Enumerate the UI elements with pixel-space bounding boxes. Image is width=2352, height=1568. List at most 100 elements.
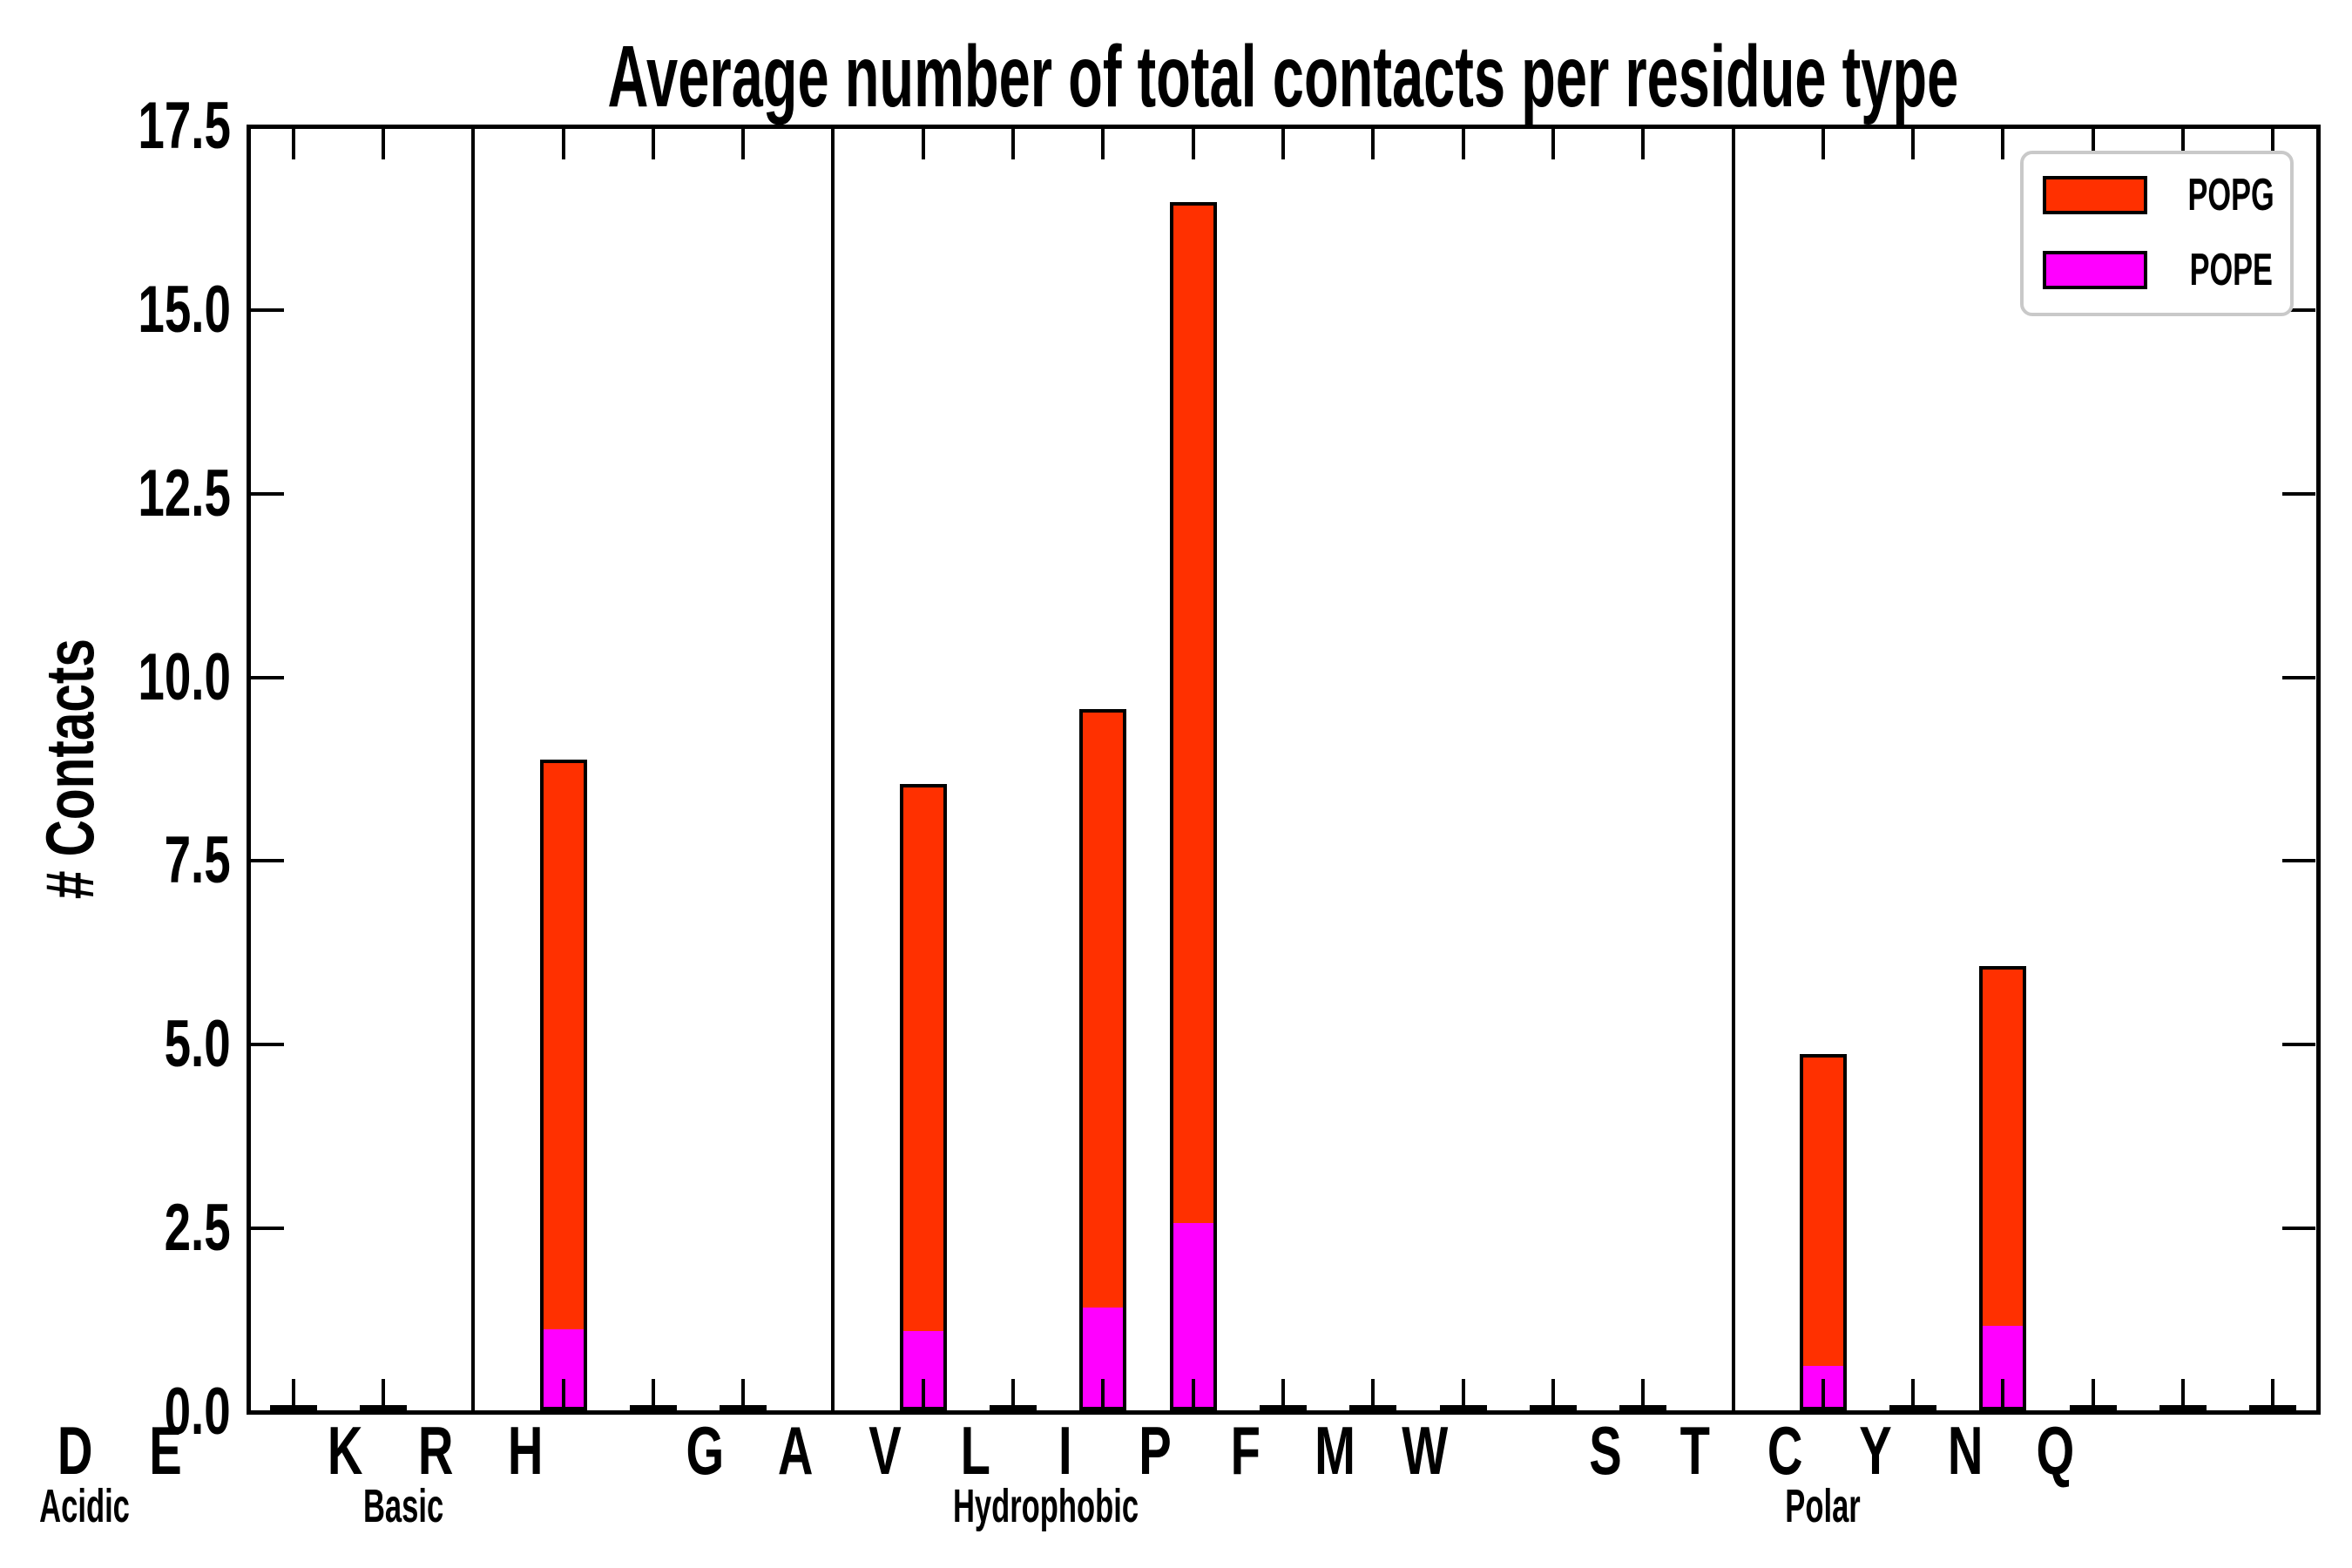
legend: POPG POPE xyxy=(2020,151,2294,316)
x-tick-top-E xyxy=(381,128,385,159)
y-axis-label-wrap: # Contacts xyxy=(9,421,131,1118)
y-tick-label-7.5-text: 7.5 xyxy=(164,823,231,898)
x-tick-top-M xyxy=(1551,128,1555,159)
y-tick-left-5.0 xyxy=(251,1043,284,1047)
x-tick-label-D: D xyxy=(0,1400,294,1502)
y-tick-label-5.0-text: 5.0 xyxy=(164,1007,231,1082)
x-tick-label-Q-text: Q xyxy=(2036,1412,2075,1489)
legend-swatch-pope xyxy=(2043,251,2147,289)
x-tick-top-Q xyxy=(2271,128,2275,159)
x-tick-top-K xyxy=(561,128,565,159)
x-tick-label-I: I xyxy=(848,1400,1283,1502)
x-tick-bottom-P xyxy=(1371,1379,1375,1410)
y-tick-right-12.5 xyxy=(2282,491,2315,496)
y-tick-label-12.5-text: 12.5 xyxy=(138,456,231,531)
group-label-basic-text: Basic xyxy=(362,1480,443,1532)
x-tick-bottom-E xyxy=(381,1379,385,1410)
y-tick-right-2.5 xyxy=(2282,1227,2315,1231)
group-separator-3 xyxy=(1731,128,1735,1410)
x-tick-label-N: N xyxy=(1747,1400,2183,1502)
y-tick-label-10.0-text: 10.0 xyxy=(138,639,231,714)
plot-frame xyxy=(247,125,2321,1415)
y-tick-label-0.0-text: 0.0 xyxy=(164,1375,231,1449)
bar-S-popg xyxy=(1799,1054,1847,1366)
bar-K-popg xyxy=(539,760,587,1329)
x-tick-label-W: W xyxy=(1207,1400,1643,1502)
x-tick-label-Y: Y xyxy=(1658,1400,2093,1502)
x-tick-label-E-text: E xyxy=(149,1412,182,1489)
x-tick-label-A-text: A xyxy=(777,1412,814,1489)
x-tick-bottom-W xyxy=(1641,1379,1646,1410)
group-separator-1 xyxy=(471,128,476,1410)
bar-G-popg xyxy=(899,784,947,1331)
y-tick-left-7.5 xyxy=(251,859,284,863)
y-tick-label-7.5: 7.5 xyxy=(0,811,231,910)
x-tick-label-M: M xyxy=(1118,1400,1553,1502)
x-tick-bottom-N xyxy=(2181,1379,2186,1410)
x-tick-label-C-text: C xyxy=(1767,1412,1803,1489)
bar-C-popg xyxy=(1979,966,2027,1326)
y-tick-label-2.5-text: 2.5 xyxy=(164,1191,231,1266)
x-tick-top-C xyxy=(2001,128,2005,159)
x-tick-top-H xyxy=(741,128,746,159)
x-tick-label-L: L xyxy=(758,1400,1193,1502)
x-tick-label-T-text: T xyxy=(1680,1412,1711,1489)
x-tick-label-P-text: P xyxy=(1139,1412,1173,1489)
y-tick-label-12.5: 12.5 xyxy=(0,444,231,544)
x-tick-top-R xyxy=(651,128,655,159)
x-tick-label-F: F xyxy=(1028,1400,1463,1502)
bar-L-pope xyxy=(1169,1220,1217,1410)
legend-label-pope-wrap: POPE xyxy=(2161,236,2301,304)
x-tick-label-R-text: R xyxy=(417,1412,454,1489)
x-tick-bottom-F xyxy=(1461,1379,1465,1410)
y-tick-right-7.5 xyxy=(2282,859,2315,863)
x-tick-label-V-text: V xyxy=(868,1412,902,1489)
x-tick-label-F-text: F xyxy=(1230,1412,1260,1489)
x-tick-bottom-C xyxy=(2001,1379,2005,1410)
group-label-hydrophobic-text: Hydrophobic xyxy=(952,1480,1139,1532)
group-label-acidic: Acidic xyxy=(0,1471,302,1542)
x-tick-label-A: A xyxy=(578,1400,1013,1502)
x-tick-label-H: H xyxy=(308,1400,743,1502)
x-tick-bottom-M xyxy=(1551,1379,1555,1410)
x-tick-bottom-R xyxy=(651,1379,655,1410)
x-tick-top-F xyxy=(1461,128,1465,159)
x-tick-bottom-L xyxy=(1191,1379,1195,1410)
x-tick-label-N-text: N xyxy=(1947,1412,1984,1489)
legend-label-popg: POPG xyxy=(2187,170,2274,220)
x-tick-top-P xyxy=(1371,128,1375,159)
x-tick-bottom-H xyxy=(741,1379,746,1410)
x-tick-label-R: R xyxy=(218,1400,653,1502)
x-tick-label-Y-text: Y xyxy=(1859,1412,1892,1489)
x-tick-label-G: G xyxy=(488,1400,923,1502)
x-tick-bottom-V xyxy=(1101,1379,1105,1410)
legend-label-popg-wrap: POPG xyxy=(2161,161,2301,229)
x-tick-label-L-text: L xyxy=(960,1412,990,1489)
y-axis-label: # Contacts xyxy=(31,639,108,900)
x-tick-label-K: K xyxy=(128,1400,564,1502)
y-tick-label-5.0: 5.0 xyxy=(0,995,231,1094)
group-label-acidic-text: Acidic xyxy=(39,1480,131,1532)
y-tick-label-15.0: 15.0 xyxy=(0,260,231,360)
x-tick-label-W-text: W xyxy=(1402,1412,1449,1489)
bar-L-popg xyxy=(1169,202,1217,1223)
x-tick-label-E: E xyxy=(0,1400,383,1502)
x-tick-top-A xyxy=(1011,128,1016,159)
y-tick-right-15.0 xyxy=(2282,308,2315,312)
y-tick-label-10.0: 10.0 xyxy=(0,628,231,727)
y-tick-left-15.0 xyxy=(251,308,284,312)
x-tick-label-T: T xyxy=(1477,1400,1913,1502)
y-tick-right-10.0 xyxy=(2282,675,2315,679)
group-label-basic: Basic xyxy=(186,1471,621,1542)
y-tick-label-2.5: 2.5 xyxy=(0,1179,231,1278)
legend-label-pope: POPE xyxy=(2189,245,2273,295)
x-tick-top-G xyxy=(921,128,925,159)
y-tick-label-15.0-text: 15.0 xyxy=(138,272,231,347)
x-tick-bottom-D xyxy=(291,1379,295,1410)
x-tick-top-L xyxy=(1191,128,1195,159)
chart-title: Average number of total contacts per res… xyxy=(607,28,1959,125)
x-tick-label-Q: Q xyxy=(1837,1400,2273,1502)
bar-V-popg xyxy=(1079,709,1127,1308)
x-tick-bottom-G xyxy=(921,1379,925,1410)
group-separator-2 xyxy=(831,128,835,1410)
